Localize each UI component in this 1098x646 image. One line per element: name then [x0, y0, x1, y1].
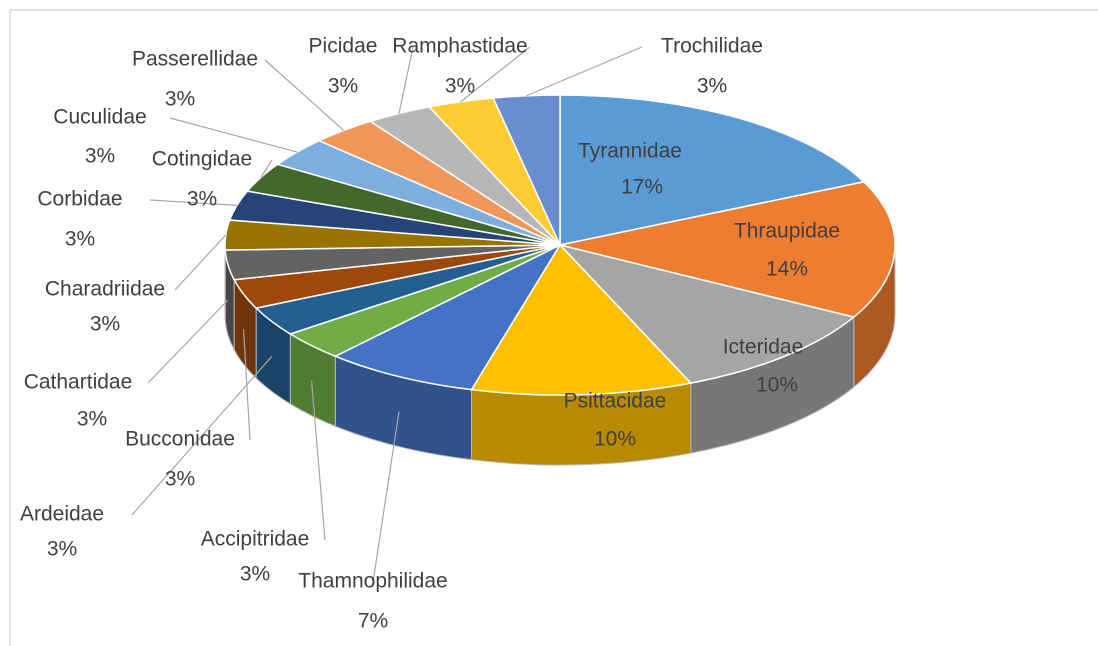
category-label: Accipitridae [201, 528, 310, 551]
leader-line [174, 234, 227, 291]
value-label: 17% [621, 176, 663, 199]
value-label: 3% [47, 538, 77, 561]
category-label: Tyrannidae [578, 140, 682, 163]
value-label: 3% [90, 313, 120, 336]
category-label: Cotingidae [152, 148, 252, 171]
category-label: Cathartidae [24, 371, 133, 394]
leader-line [460, 46, 531, 103]
slice [559, 94, 866, 246]
category-label: Bucconidae [125, 428, 235, 451]
leader-line [149, 199, 237, 206]
category-label: Corbidae [37, 188, 122, 211]
data-labels: Tyrannidae 17% Thraupidae 14% Icteridae 10% Ps… [20, 35, 840, 633]
value-label: 3% [445, 75, 475, 98]
category-label: Charadriidae [45, 278, 165, 301]
leader-line [169, 117, 298, 153]
slice [557, 243, 856, 384]
value-label: 3% [240, 563, 270, 586]
value-label: 3% [65, 228, 95, 251]
value-label: 3% [328, 75, 358, 98]
value-label: 3% [85, 145, 115, 168]
value-label: 3% [697, 75, 727, 98]
pie-sides [224, 244, 896, 466]
leader-line [398, 46, 414, 114]
chart-frame [9, 9, 1098, 646]
leader-line [372, 411, 400, 583]
category-label: Trochilidae [661, 35, 763, 58]
value-label: 10% [756, 374, 798, 397]
value-label: 14% [766, 258, 808, 281]
value-label: 3% [165, 88, 195, 111]
value-label: 3% [77, 408, 107, 431]
slice [559, 181, 896, 318]
value-label: 3% [165, 468, 195, 491]
slice [492, 94, 561, 246]
category-label: Thamnophilidae [298, 570, 447, 593]
category-label: Icteridae [723, 336, 804, 359]
leader-line [264, 59, 345, 131]
category-label: Thraupidae [734, 220, 840, 243]
category-label: Psittacidae [564, 390, 667, 413]
category-label: Cuculidae [53, 106, 146, 129]
leader-line [260, 159, 273, 178]
leader-line [131, 356, 273, 516]
category-label: Passerellidae [132, 48, 258, 71]
slice [333, 243, 562, 391]
category-label: Ardeidae [20, 503, 104, 526]
leader-line [310, 380, 326, 541]
leader-line [526, 46, 643, 97]
pie-tops [224, 94, 896, 396]
value-label: 7% [358, 610, 388, 633]
slice [470, 243, 693, 396]
category-label: Picidae [309, 35, 378, 58]
leader-line [242, 329, 251, 441]
category-label: Ramphastidae [392, 35, 527, 58]
leader-line [147, 299, 229, 384]
value-label: 10% [594, 428, 636, 451]
value-label: 3% [187, 188, 217, 211]
